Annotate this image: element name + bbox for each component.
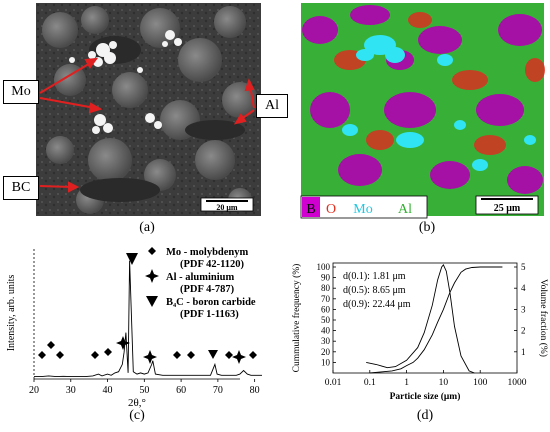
psd-ytick-left-label: 50 [321,315,331,325]
psd-annotation-d90: d(0.9): 22.44 μm [343,299,411,310]
psd-cumulative-line [369,266,503,374]
label-mo: Mo [3,80,39,104]
marker-al-52 [143,350,157,364]
eds-scale-box [475,195,539,215]
psd-volume-line [366,264,475,374]
xrd-chart: Intensity, arb. units 2θ,° 20 30 40 50 60 70 8… [6,247,262,409]
sem-grains [42,6,258,214]
psd-ytick-left-label: 60 [321,304,331,314]
marker-mo-22 [38,351,46,359]
legend-mo-line1: Mo - molybdenym [166,247,249,258]
psd-ytick-left-label: 20 [321,347,331,357]
psd-xticks: 0.01 0.1 1 10 100 1000 [325,370,527,388]
xrd-xtick-label: 50 [139,385,149,396]
psd-ytick-right-label: 3 [521,304,526,314]
psd-ylabel-right: Volume fraction (%) [538,279,549,357]
eds-map: B O Mo Al 25 μm [300,3,545,219]
psd-ytick-left-label: 100 [317,262,331,272]
psd-ytick-left-label: 10 [321,357,331,367]
sem-image: 20 μm [36,3,261,216]
eds-phases [302,5,545,194]
xrd-xtick-label: 30 [66,385,76,396]
panel-d: Cummulative frequency (%) Volume fractio… [285,243,550,427]
xrd-markers [38,253,257,364]
legend-b4c-line1: B₄C - boron carbide [166,297,256,308]
marker-b4c-peak [126,253,138,265]
legend-mo-line2: (PDF 42-1120) [180,259,245,270]
psd-xtick-label: 0.01 [325,378,342,388]
panel-c: Intensity, arb. units 2θ,° 20 30 40 50 60 70 8… [0,243,275,427]
eds-legend-al: Al [398,202,412,217]
legend-b4c-line2: (PDF 1-1163) [180,309,239,320]
marker-mo-76 [225,351,233,359]
psd-ylabel-left: Cummulative frequency (%) [291,264,302,373]
legend-star-icon [145,269,159,283]
sem-arrows [39,57,255,193]
caption-a: (a) [139,220,155,235]
xrd-xticks: 20 30 40 50 60 70 80 [29,379,260,396]
legend-al-line2: (PDF 4-787) [180,284,235,295]
marker-mo-64 [187,351,195,359]
legend-diamond-icon [148,247,156,255]
xrd-ylabel: Intensity, arb. units [6,275,17,352]
xrd-xtick-label: 80 [250,385,260,396]
xrd-series-line [34,260,262,378]
psd-ytick-left-label: 90 [321,273,331,283]
psd-frame [332,262,518,374]
psd-ytick-left-label: 40 [321,326,331,336]
xrd-xtick-label: 20 [29,385,39,396]
psd-ytick-right-label: 4 [521,283,526,293]
marker-b4c-69 [208,350,218,359]
psd-xtick-label: 0.1 [364,378,376,388]
psd-ytick-right-label: 5 [521,262,526,272]
caption-c: (c) [129,408,145,423]
sem-scale-label: 20 μm [216,203,238,212]
sem-mo-clusters [69,30,182,134]
marker-mo-81 [249,351,257,359]
xrd-xtick-label: 60 [176,385,186,396]
psd-annotation-d10: d(0.1): 1.81 μm [343,271,406,282]
psd-yticks-right: 1 2 3 4 5 [514,262,526,357]
label-al: Al [256,94,288,118]
psd-chart: Cummulative frequency (%) Volume fractio… [291,262,549,402]
eds-legend [300,195,428,219]
xrd-xtick-label: 70 [213,385,223,396]
caption-d: (d) [416,408,434,423]
eds-legend-mo: Mo [353,202,372,217]
psd-xtick-label: 1000 [508,378,527,388]
marker-al-78 [232,350,246,364]
psd-xtick-label: 10 [439,378,449,388]
eds-legend-o: O [326,202,336,217]
psd-ytick-left-label: 70 [321,294,331,304]
marker-mo-37 [91,351,99,359]
legend-triangle-icon [146,296,158,307]
label-bc: BC [3,176,39,200]
psd-ytick-right-label: 2 [521,326,526,336]
panel-b: B O Mo Al 25 μm (b) [300,0,550,240]
xrd-legend [145,247,159,307]
psd-xtick-label: 100 [473,378,488,388]
legend-al-line1: Al - aluminium [166,272,235,283]
marker-mo-26 [47,341,55,349]
xrd-xlabel: 2θ,° [128,397,146,409]
marker-al-44 [116,336,130,350]
panel-a: 20 μm Mo Al BC (a) [0,0,300,240]
marker-mo-41 [104,348,112,356]
xrd-xtick-label: 40 [103,385,113,396]
psd-ytick-left-label: 80 [321,283,331,293]
psd-annotation-d50: d(0.5): 8.65 μm [343,285,406,296]
eds-legend-b: B [306,202,315,217]
eds-scale-label: 25 μm [494,203,521,214]
marker-mo-28 [56,351,64,359]
psd-ytick-left-label: 30 [321,336,331,346]
marker-mo-59 [173,351,181,359]
psd-xlabel: Particle size (μm) [390,391,461,402]
caption-b: (b) [418,220,436,235]
psd-xtick-label: 1 [404,378,409,388]
psd-ytick-right-label: 1 [521,347,526,357]
